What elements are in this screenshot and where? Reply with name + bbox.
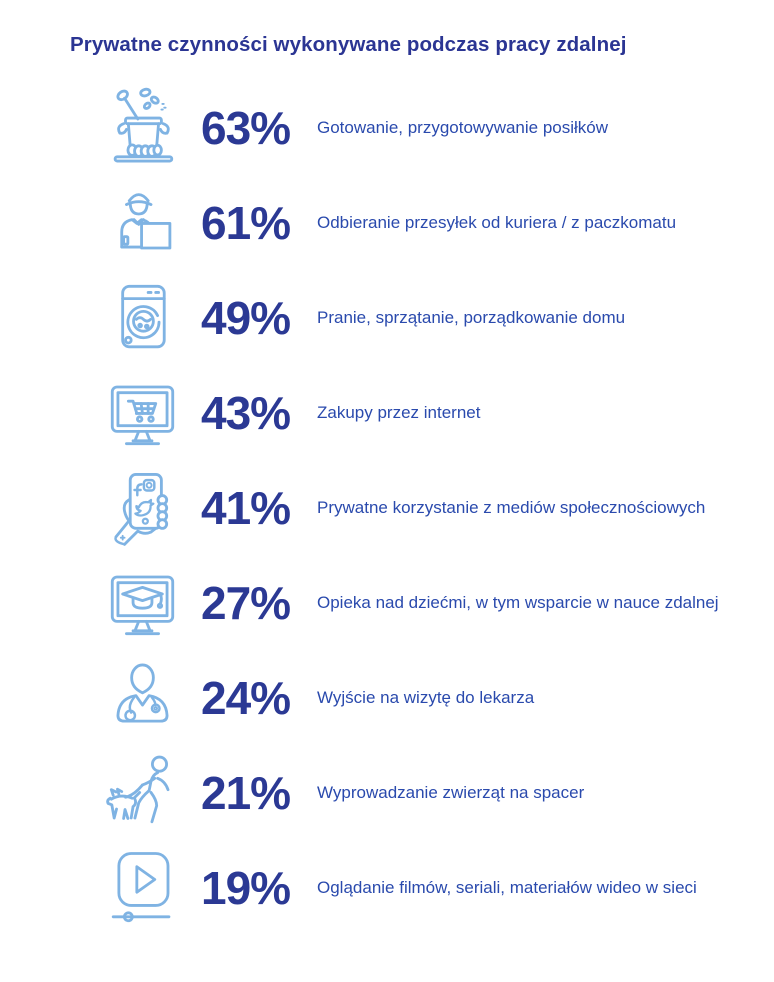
activity-row: 49% Pranie, sprzątanie, porządkowanie do…	[100, 270, 774, 365]
activity-row: 41% Prywatne korzystanie z mediów społec…	[100, 460, 774, 555]
activity-row: 61% Odbieranie przesyłek od kuriera / z …	[100, 175, 774, 270]
cooking-pot-icon	[100, 85, 185, 170]
percent-value: 61%	[201, 196, 291, 249]
activity-row: 21% Wyprowadzanie zwierząt na spacer	[100, 745, 774, 840]
percent-value: 24%	[201, 671, 291, 724]
activity-icon-box	[100, 655, 185, 740]
percent-value: 41%	[201, 481, 291, 534]
dog-walking-icon	[100, 750, 185, 835]
activity-icon-box	[100, 180, 185, 265]
activity-label: Oglądanie filmów, seriali, materiałów wi…	[317, 877, 697, 897]
activity-icon-box	[100, 275, 185, 360]
page-title: Prywatne czynności wykonywane podczas pr…	[70, 33, 627, 56]
washing-machine-icon	[100, 275, 185, 360]
percent-value: 63%	[201, 101, 291, 154]
video-streaming-icon	[100, 845, 185, 930]
remote-learning-icon	[100, 560, 185, 645]
percent-value: 49%	[201, 291, 291, 344]
activity-label: Wyprowadzanie zwierząt na spacer	[317, 782, 585, 802]
activity-row: 24% Wyjście na wizytę do lekarza	[100, 650, 774, 745]
percent-value: 21%	[201, 766, 291, 819]
activity-icon-box	[100, 85, 185, 170]
activity-list: 63% Gotowanie, przygotowywanie posiłków …	[100, 80, 774, 935]
activity-label: Gotowanie, przygotowywanie posiłków	[317, 117, 609, 137]
activity-icon-box	[100, 750, 185, 835]
infographic: Prywatne czynności wykonywane podczas pr…	[0, 32, 774, 935]
doctor-icon	[100, 655, 185, 740]
activity-label: Wyjście na wizytę do lekarza	[317, 687, 535, 707]
percent-value: 19%	[201, 861, 291, 914]
activity-row: 43% Zakupy przez internet	[100, 365, 774, 460]
activity-label: Pranie, sprzątanie, porządkowanie domu	[317, 307, 626, 327]
activity-label: Prywatne korzystanie z mediów społecznoś…	[317, 497, 706, 517]
activity-icon-box	[100, 465, 185, 550]
activity-row: 19% Oglądanie filmów, seriali, materiałó…	[100, 840, 774, 935]
activity-row: 27% Opieka nad dziećmi, w tym wsparcie w…	[100, 555, 774, 650]
activity-label: Odbieranie przesyłek od kuriera / z pacz…	[317, 212, 677, 232]
percent-value: 27%	[201, 576, 291, 629]
activity-row: 63% Gotowanie, przygotowywanie posiłków	[100, 80, 774, 175]
activity-icon-box	[100, 370, 185, 455]
percent-value: 43%	[201, 386, 291, 439]
online-shopping-icon	[100, 370, 185, 455]
activity-icon-box	[100, 845, 185, 930]
social-media-phone-icon	[100, 465, 185, 550]
activity-label: Zakupy przez internet	[317, 402, 481, 422]
activity-label: Opieka nad dziećmi, w tym wsparcie w nau…	[317, 592, 719, 612]
activity-icon-box	[100, 560, 185, 645]
courier-package-icon	[100, 180, 185, 265]
